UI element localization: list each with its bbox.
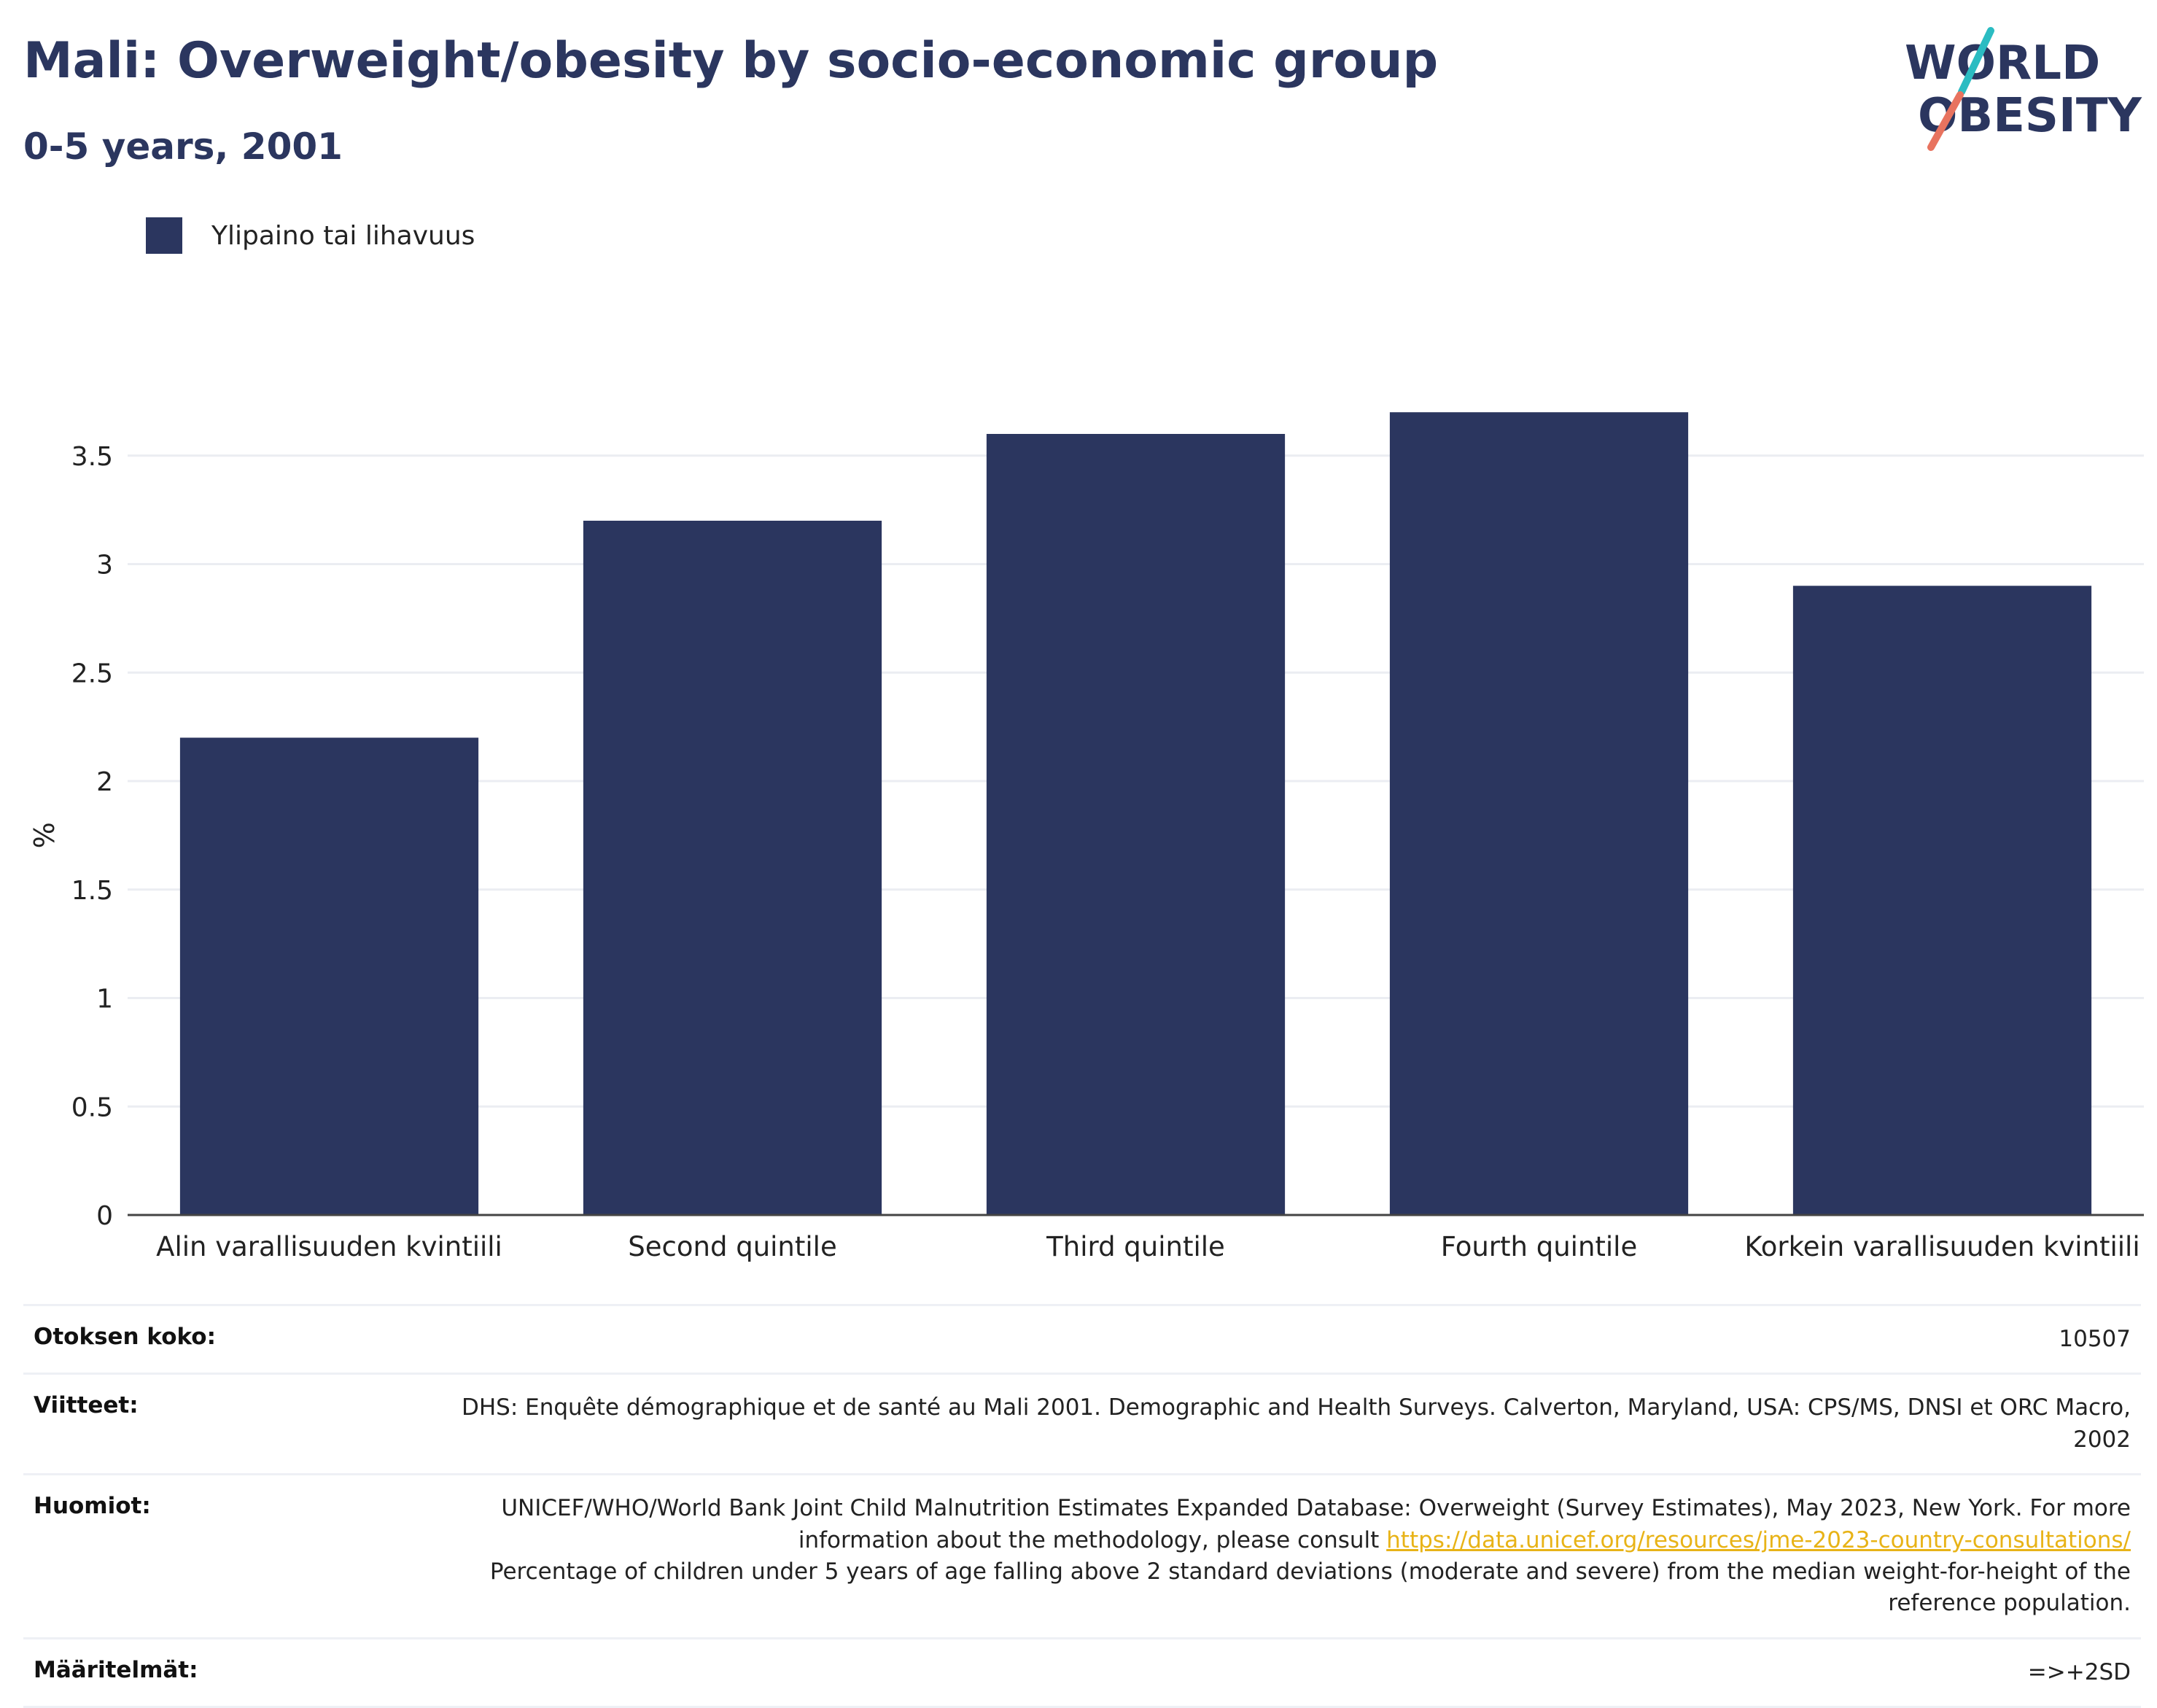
x-tick-label: Fourth quintile — [1441, 1231, 1637, 1262]
notes-link[interactable]: https://data.unicef.org/resources/jme-20… — [1386, 1526, 2131, 1553]
x-tick-label: Third quintile — [1046, 1231, 1225, 1262]
sample-size-label: Otoksen koko: — [34, 1324, 216, 1350]
y-tick-label: 1.5 — [71, 876, 113, 906]
legend: Ylipaino tai lihavuus — [146, 216, 475, 255]
notes-label: Huomiot: — [34, 1493, 151, 1520]
y-tick-label: 3.5 — [71, 442, 113, 472]
y-tick-label: 2 — [96, 767, 113, 797]
info-table: Otoksen koko: 10507 Viitteet: DHS: Enquê… — [23, 1304, 2141, 1708]
bar-4[interactable] — [1389, 412, 1689, 1215]
x-tick-labels: Alin varallisuuden kvintiili Second quint… — [156, 1231, 2139, 1262]
chart-subtitle: 0-5 years, 2001 — [23, 125, 343, 168]
bar-1[interactable] — [179, 737, 479, 1216]
info-row-references: Viitteet: DHS: Enquête démographique et … — [23, 1373, 2141, 1473]
x-tick-label: Alin varallisuuden kvintiili — [156, 1231, 502, 1262]
y-tick-label: 3 — [96, 551, 113, 581]
sample-size-value: 10507 — [2059, 1326, 2131, 1352]
notes-text-2: Percentage of children under 5 years of … — [489, 1558, 2131, 1617]
legend-label[interactable]: Ylipaino tai lihavuus — [211, 220, 475, 251]
bar-2[interactable] — [583, 521, 882, 1215]
y-tick-label: 1 — [96, 985, 113, 1014]
notes-value: UNICEF/WHO/World Bank Joint Child Malnut… — [454, 1493, 2131, 1620]
definitions-label: Määritelmät: — [34, 1656, 198, 1683]
x-tick-label: Second quintile — [628, 1231, 836, 1262]
y-axis-label: % — [28, 822, 61, 848]
notes-text-1: UNICEF/WHO/World Bank Joint Child Malnut… — [501, 1495, 2131, 1553]
y-tick-label: 2.5 — [71, 659, 113, 688]
bar-3[interactable] — [986, 434, 1286, 1215]
world-obesity-logo: WORLD OBESITY — [1905, 27, 2142, 151]
bars — [179, 412, 2092, 1216]
bar-chart: 0 0.5 1 1.5 2 2.5 3 3.5 Alin varallisuuden kvin… — [28, 412, 2144, 1262]
chart-title: Mali: Overweight/obesity by socio-econom… — [23, 32, 1439, 90]
logo-line1: WORLD — [1905, 36, 2100, 90]
info-row-sample: Otoksen koko: 10507 — [23, 1304, 2141, 1373]
y-tick-label: 0.5 — [71, 1092, 113, 1122]
info-row-notes: Huomiot: UNICEF/WHO/World Bank Joint Chi… — [23, 1473, 2141, 1637]
y-tick-label: 0 — [96, 1201, 113, 1231]
info-row-definitions: Määritelmät: =>+2SD — [23, 1637, 2141, 1708]
definitions-value: =>+2SD — [2027, 1658, 2131, 1685]
y-tick-labels: 0 0.5 1 1.5 2 2.5 3 3.5 — [71, 442, 113, 1231]
logo-slash-teal — [1958, 27, 1994, 96]
x-tick-label: Korkein varallisuuden kvintiili — [1744, 1231, 2139, 1262]
legend-swatch — [146, 217, 182, 254]
references-label: Viitteet: — [34, 1392, 139, 1419]
logo-slash-coral — [1927, 91, 1964, 151]
bar-5[interactable] — [1792, 586, 2092, 1215]
references-value: DHS: Enquête démographique et de santé a… — [461, 1394, 2131, 1453]
